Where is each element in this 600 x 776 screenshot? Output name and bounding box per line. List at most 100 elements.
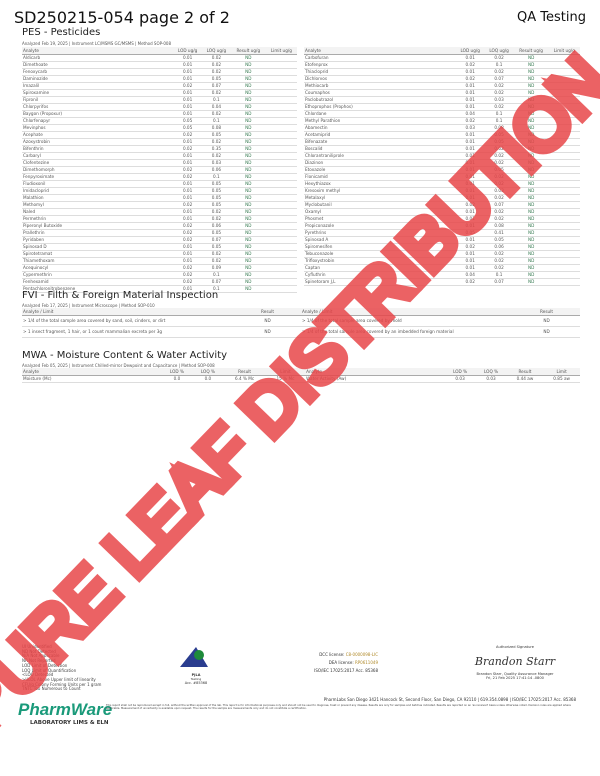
table-cell: 0.1: [484, 117, 514, 125]
table-cell: [548, 61, 580, 69]
table-cell: 0.01: [455, 180, 485, 188]
table-row: Imazalil 0.02 0.07 ND: [22, 82, 297, 90]
table-cell: Abamectin: [304, 124, 456, 132]
table-cell: 0.02: [201, 152, 231, 160]
table-cell: Water Activity (Aw): [305, 375, 445, 383]
table-cell: ND: [513, 117, 549, 125]
mwa-meta: Analyzed Feb 05, 2025 | Instrument Chill…: [22, 363, 215, 368]
table-cell: ND: [230, 61, 266, 69]
table-row: Diazinon 0.01 0.02 ND: [304, 159, 580, 167]
table-cell: 0.02: [173, 173, 202, 181]
table-cell: Hexythiazox: [304, 180, 456, 188]
table-cell: [548, 250, 580, 258]
table-row: Myclobutanil 0.02 0.07 ND: [304, 201, 580, 209]
table-cell: 0.02: [173, 271, 202, 279]
table-cell: [265, 131, 297, 139]
table-cell: [548, 201, 580, 209]
table-cell: Methomyl: [22, 201, 174, 209]
table-cell: 0.01: [455, 208, 485, 216]
table-cell: > 1 insect fragment, 1 hair, or 1 count …: [22, 326, 235, 338]
table-row: Imidacloprid 0.01 0.05 ND: [22, 187, 297, 195]
table-cell: [548, 117, 580, 125]
table-cell: 0.01: [455, 257, 485, 265]
table-cell: 0.05: [484, 236, 514, 244]
table-cell: 0.01: [455, 54, 485, 62]
table-cell: 0.02: [484, 68, 514, 76]
table-cell: Paclobutrazol: [304, 96, 456, 104]
table-cell: 0.05: [201, 229, 231, 237]
table-cell: ND: [513, 54, 549, 62]
table-cell: ND: [513, 257, 549, 265]
table-cell: 0.05: [201, 201, 231, 209]
column-header: LOQ %: [475, 368, 507, 376]
table-row: Propiconazole 0.01 0.08 ND: [304, 222, 580, 230]
table-cell: [265, 96, 297, 104]
table-cell: 0.05: [173, 117, 202, 125]
table-cell: 0.02: [173, 201, 202, 209]
table-cell: 0.02: [173, 166, 202, 174]
table-cell: ND: [230, 159, 266, 167]
table-cell: [265, 124, 297, 132]
table-cell: 0.02: [455, 243, 485, 251]
table-cell: Malathion: [22, 194, 174, 202]
table-cell: 0.01: [455, 103, 485, 111]
table-cell: 0.02: [484, 257, 514, 265]
table-cell: 0.01: [455, 250, 485, 258]
table-row: Fipronil 0.01 0.1 ND: [22, 96, 297, 104]
table-row: Pentachloronitrobenzene 0.01 0.1 ND: [22, 285, 297, 293]
table-cell: 0.02: [201, 68, 231, 76]
table-cell: Diazinon: [304, 159, 456, 167]
table-cell: [265, 278, 297, 286]
table-cell: ND: [230, 264, 266, 272]
table-row: Methomyl 0.02 0.05 ND: [22, 201, 297, 209]
table-cell: [548, 222, 580, 230]
column-header: Analyte: [22, 368, 162, 376]
table-cell: [548, 215, 580, 223]
column-header: Analyte: [305, 368, 445, 376]
table-cell: 0.01: [173, 285, 202, 293]
table-cell: 0.05: [173, 124, 202, 132]
table-cell: Imidacloprid: [22, 187, 174, 195]
table-row: Cyfluthrin 0.04 0.1 ND: [304, 271, 580, 279]
table-cell: ND: [230, 75, 266, 83]
table-cell: 0.01: [173, 159, 202, 167]
table-cell: 0.06: [201, 222, 231, 230]
table-row: Chlorpyrifos 0.01 0.04 ND: [22, 103, 297, 111]
column-header: LOD ug/g: [455, 47, 485, 55]
table-cell: [548, 166, 580, 174]
table-cell: 0.07: [484, 75, 514, 83]
table-row: Fenhexamid 0.02 0.07 ND: [22, 278, 297, 286]
table-cell: 0.02: [484, 180, 514, 188]
report-title: SD250215-054 page 2 of 2: [14, 8, 230, 27]
table-cell: Permethrin: [22, 215, 174, 223]
table-cell: 6.4 % Mc: [223, 375, 266, 383]
table-cell: [265, 117, 297, 125]
table-cell: Chlordane: [304, 110, 456, 118]
table-cell: [265, 54, 297, 62]
table-cell: 0.08: [201, 124, 231, 132]
table-cell: [265, 103, 297, 111]
table-cell: 0.01: [173, 243, 202, 251]
table-cell: ND: [230, 96, 266, 104]
table-cell: Cyfluthrin: [304, 271, 456, 279]
table-cell: 0.02: [201, 54, 231, 62]
table-cell: 0.01: [173, 75, 202, 83]
table-cell: ND: [234, 315, 301, 327]
table-row: Spinosad A 0.01 0.05 ND: [304, 236, 580, 244]
table-cell: 0.01: [173, 110, 202, 118]
table-cell: Moisture (Mc): [22, 375, 162, 383]
table-cell: Pentachloronitrobenzene: [22, 285, 174, 293]
table-cell: Coumaphos: [304, 89, 456, 97]
column-header: LOQ ug/g: [484, 47, 514, 55]
table-row: Spinetoram J,L 0.02 0.07 ND: [304, 278, 580, 286]
table-cell: Cypermethrin: [22, 271, 174, 279]
column-header: Analyte: [304, 47, 456, 55]
table-row: Hexythiazox 0.01 0.02 ND: [304, 180, 580, 188]
table-cell: ND: [513, 208, 549, 216]
table-cell: [548, 243, 580, 251]
table-cell: 0.02: [201, 215, 231, 223]
table-cell: Spinosad A: [304, 236, 456, 244]
table-row: Carbofuran 0.01 0.02 ND: [304, 54, 580, 62]
table-cell: Pyridaben: [22, 236, 174, 244]
table-cell: 0.08: [484, 222, 514, 230]
